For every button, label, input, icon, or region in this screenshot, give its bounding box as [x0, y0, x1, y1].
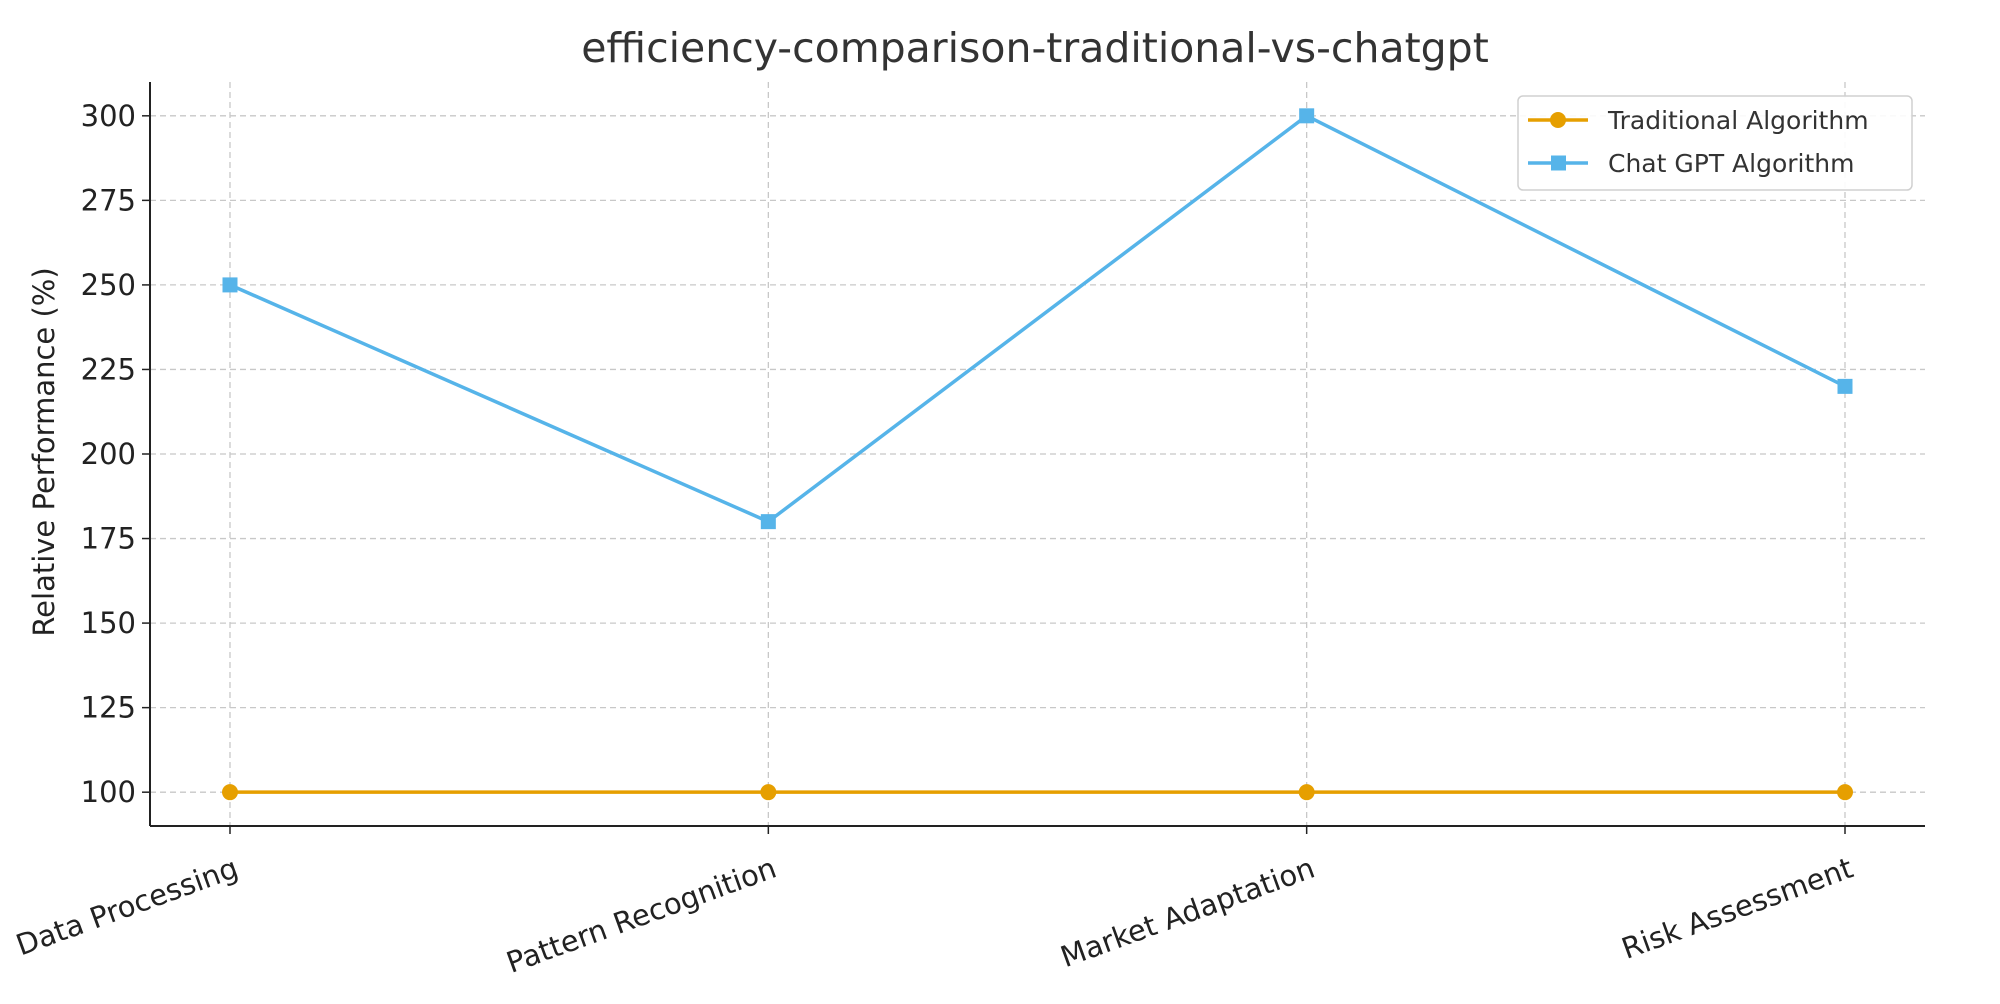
- legend-item: Chat GPT Algorithm: [1528, 149, 1854, 178]
- x-tick-label: Market Adaptation: [1056, 851, 1319, 974]
- data-point: [1298, 784, 1315, 801]
- legend-item: Traditional Algorithm: [1528, 106, 1869, 135]
- axes: [142, 82, 1925, 834]
- legend-label: Traditional Algorithm: [1607, 106, 1869, 135]
- data-point: [222, 277, 238, 293]
- data-point: [760, 784, 777, 801]
- chart-title: efficiency-comparison-traditional-vs-cha…: [581, 24, 1489, 72]
- series-lines: [222, 108, 1853, 801]
- x-tick-label: Pattern Recognition: [502, 851, 781, 980]
- data-point: [1837, 378, 1853, 394]
- y-tick-label: 125: [81, 691, 136, 725]
- y-tick-label: 275: [81, 183, 136, 217]
- legend-box: [1517, 95, 1913, 191]
- y-axis-label: Relative Performance (%): [27, 267, 61, 636]
- legend-marker: [1550, 112, 1566, 128]
- series-0: [222, 784, 1853, 801]
- y-tick-label: 200: [81, 437, 136, 471]
- x-tick-label: Data Processing: [12, 851, 243, 963]
- data-point: [1837, 784, 1853, 801]
- data-point: [222, 784, 238, 801]
- y-tick-labels: 100 125 150 175 200 225 250 275 300: [81, 99, 136, 809]
- data-point: [760, 514, 776, 530]
- y-tick-label: 250: [81, 268, 136, 302]
- x-tick-labels: Data Processing Pattern Recognition Market…: [12, 851, 1858, 980]
- y-tick-label: 300: [81, 99, 136, 133]
- y-tick-label: 150: [81, 606, 136, 640]
- y-tick-label: 100: [81, 775, 136, 809]
- x-tick-label: Risk Assessment: [1617, 851, 1857, 966]
- data-point: [1299, 108, 1315, 124]
- y-tick-label: 175: [81, 522, 136, 556]
- series-1: [222, 108, 1853, 530]
- y-tick-label: 225: [81, 352, 136, 386]
- grid-lines: [150, 82, 1925, 826]
- series-line: [229, 114, 1846, 524]
- legend: Traditional Algorithm Chat GPT Algorithm: [1517, 95, 1913, 191]
- legend-label: Chat GPT Algorithm: [1608, 149, 1854, 178]
- legend-marker: [1551, 155, 1566, 171]
